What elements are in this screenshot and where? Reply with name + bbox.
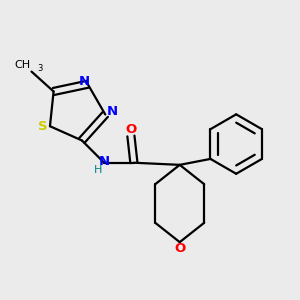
Text: CH: CH	[14, 60, 30, 70]
Text: O: O	[174, 242, 185, 255]
Text: S: S	[38, 120, 47, 133]
Text: O: O	[125, 123, 136, 136]
Text: 3: 3	[38, 64, 43, 73]
Text: H: H	[93, 165, 102, 175]
Text: N: N	[99, 155, 110, 168]
Text: N: N	[79, 75, 90, 88]
Text: N: N	[107, 105, 118, 118]
